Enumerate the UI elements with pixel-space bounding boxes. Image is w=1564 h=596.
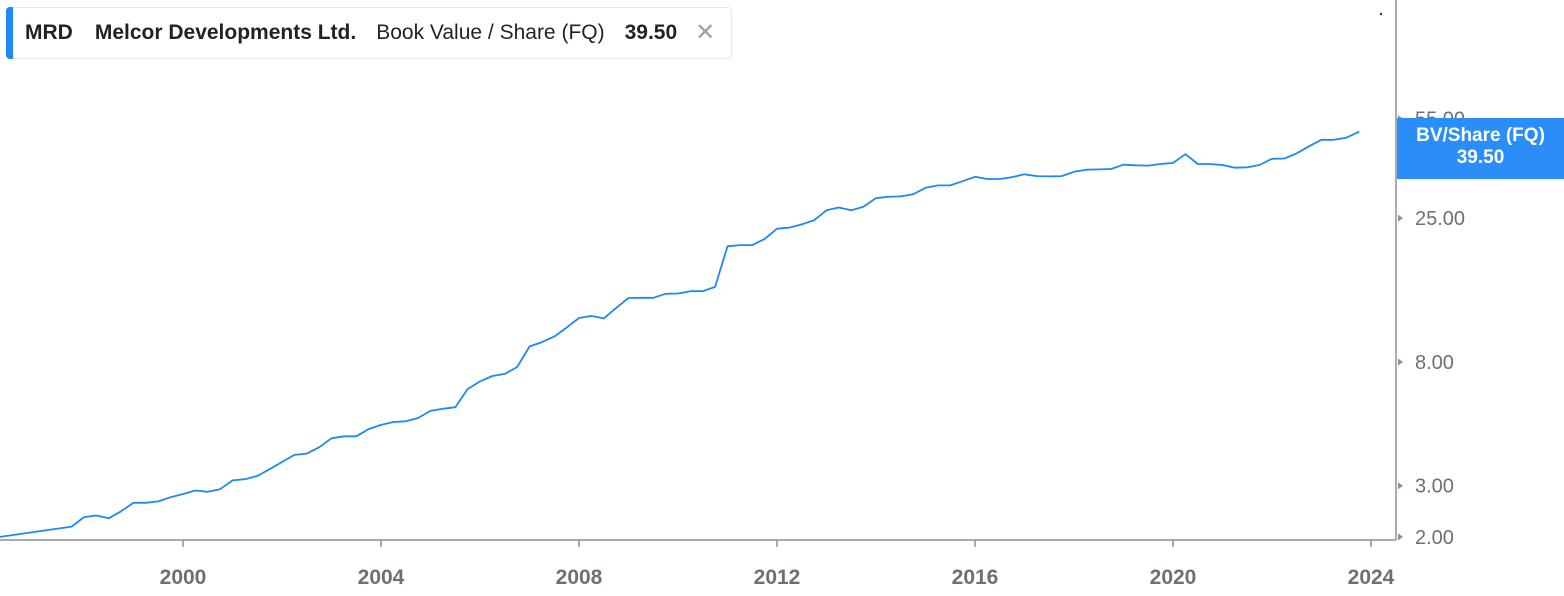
close-icon[interactable]: ✕: [695, 19, 716, 46]
last-value-flag-value: 39.50: [1456, 147, 1505, 168]
last-value-flag: BV/Share (FQ) 39.50: [1397, 118, 1564, 179]
y-tick-label: 2.00: [1415, 527, 1454, 549]
y-tick-label: 25.00: [1415, 208, 1465, 230]
y-tick-mark: [1398, 482, 1403, 490]
x-tick-label: 2020: [1150, 566, 1197, 589]
legend-accent-bar: [6, 7, 13, 59]
y-tick-mark: [1398, 214, 1403, 222]
series-layer: [0, 131, 1360, 538]
y-tick-mark: [1398, 358, 1403, 366]
legend-ticker[interactable]: MRD: [25, 21, 73, 44]
legend-metric-name: Book Value / Share (FQ): [376, 21, 605, 44]
axes: 2000 2004 2008 2012 2016 2020 2024 2.00 3.00 8.00…: [0, 0, 1465, 589]
axis-top-marker: [1379, 12, 1383, 16]
y-tick-mark: [1398, 533, 1403, 541]
legend-company-name: Melcor Developments Ltd.: [94, 21, 357, 44]
x-tick-label: 2024: [1348, 566, 1395, 589]
x-tick-label: 2004: [358, 566, 405, 589]
x-tick-label: 2008: [556, 566, 603, 589]
y-tick-label: 3.00: [1415, 476, 1454, 498]
legend-metric-value: 39.50: [624, 21, 678, 44]
x-tick-label: 2000: [160, 566, 207, 589]
series-line: [0, 131, 1360, 538]
x-tick-label: 2012: [754, 566, 801, 589]
legend-box: MRD Melcor Developments Ltd. Book Value …: [6, 7, 733, 59]
x-tick-label: 2016: [952, 566, 999, 589]
y-tick-label: 8.00: [1415, 352, 1454, 374]
last-value-flag-label: BV/Share (FQ): [1416, 125, 1545, 146]
